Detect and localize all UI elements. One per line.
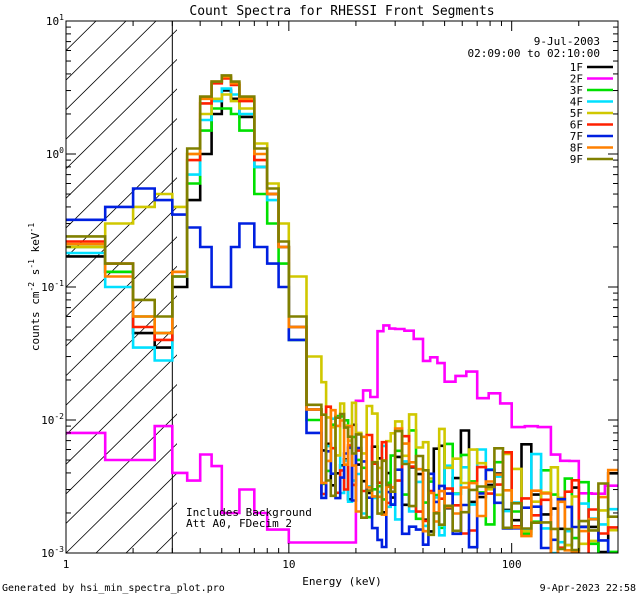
series-7F-line [66, 187, 610, 553]
y-axis-label-exp-area: -2 [27, 282, 36, 292]
y-tick-label: 10-3 [41, 545, 64, 560]
y-axis-label-seconds: s [29, 269, 42, 282]
y-axis-label-kev: keV [29, 232, 42, 259]
series-2F-line [66, 324, 618, 544]
legend-label-6F: 6F [570, 119, 583, 132]
x-tick-label: 1 [63, 558, 70, 571]
legend-label-1F: 1F [570, 61, 583, 74]
time-range-label: 02:09:00 to 02:10:00 [468, 47, 600, 60]
plot-frame [65, 20, 619, 554]
legend-label-5F: 5F [570, 107, 583, 120]
timestamp-label: 9-Apr-2023 22:58 [539, 583, 636, 594]
legend-label-3F: 3F [570, 84, 583, 97]
legend-label-7F: 7F [570, 130, 583, 143]
legend-label-2F: 2F [570, 73, 583, 86]
excluded-region-hatch [66, 21, 177, 553]
annotation-attenuator: Att A0, FDecim 2 [186, 517, 292, 530]
y-tick-label: 10-1 [41, 279, 64, 294]
y-axis-label: counts cm-2 s-1 keV-1 [27, 223, 42, 351]
legend-label-4F: 4F [570, 96, 583, 109]
legend-label-9F: 9F [570, 153, 583, 166]
y-axis-label-units: counts cm [29, 291, 42, 351]
series-1F-line [66, 89, 618, 553]
generated-by-label: Generated by hsi_min_spectra_plot.pro [2, 583, 225, 594]
y-tick-label: 100 [46, 146, 64, 161]
series-4F-line [66, 87, 618, 553]
series-9F-line [66, 74, 618, 552]
x-tick-label: 100 [502, 558, 522, 571]
legend-label-8F: 8F [570, 142, 583, 155]
y-axis-label-exp-energy: -1 [27, 223, 36, 233]
y-axis-label-exp-time: -1 [27, 259, 36, 269]
date-label: 9-Jul-2003 [534, 35, 600, 48]
x-axis-label: Energy (keV) [302, 575, 381, 588]
annotation-background: Includes Background [186, 506, 312, 519]
chart-title: Count Spectra for RHESSI Front Segments [189, 4, 494, 19]
y-tick-label: 101 [46, 13, 64, 28]
series-8F-line [66, 75, 618, 553]
x-tick-label: 10 [282, 558, 295, 571]
y-tick-label: 10-2 [41, 412, 64, 427]
